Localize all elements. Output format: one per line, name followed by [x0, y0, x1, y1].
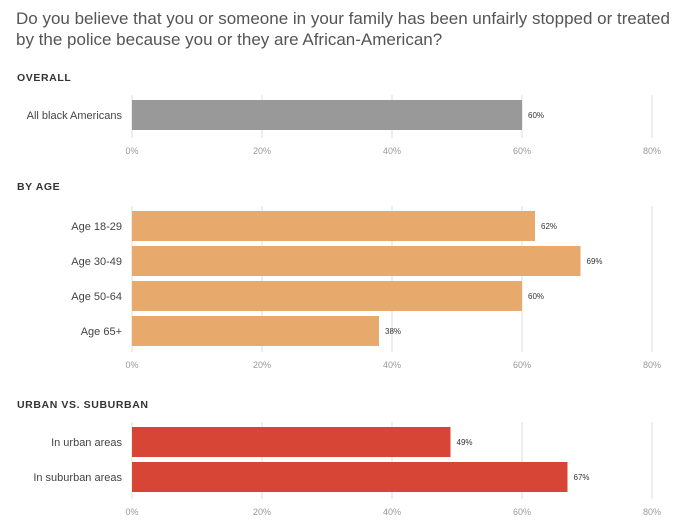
bar: [132, 316, 379, 346]
data-label: 62%: [541, 222, 557, 231]
category-label: All black Americans: [27, 110, 123, 122]
section-heading-by-age: BY AGE: [17, 181, 61, 193]
data-label: 49%: [457, 438, 473, 447]
section-heading-overall: OVERALL: [17, 72, 72, 84]
data-label: 69%: [587, 257, 603, 266]
data-label: 60%: [528, 111, 544, 120]
bar: [132, 427, 451, 457]
bar: [132, 281, 522, 311]
x-tick-label: 60%: [513, 146, 531, 156]
bar: [132, 211, 535, 241]
bar: [132, 246, 581, 276]
x-tick-label: 80%: [643, 507, 661, 517]
x-tick-label: 20%: [253, 360, 271, 370]
category-label: Age 65+: [81, 326, 122, 338]
x-tick-label: 80%: [643, 360, 661, 370]
x-tick-label: 40%: [383, 360, 401, 370]
x-tick-label: 60%: [513, 507, 531, 517]
data-label: 38%: [385, 327, 401, 336]
x-tick-label: 0%: [125, 360, 138, 370]
data-label: 60%: [528, 292, 544, 301]
category-label: Age 30-49: [71, 256, 122, 268]
x-tick-label: 20%: [253, 507, 271, 517]
x-tick-label: 0%: [125, 507, 138, 517]
x-tick-label: 0%: [125, 146, 138, 156]
bar: [132, 462, 568, 492]
category-label: Age 50-64: [71, 291, 122, 303]
category-label: Age 18-29: [71, 221, 122, 233]
x-tick-label: 40%: [383, 507, 401, 517]
x-tick-label: 40%: [383, 146, 401, 156]
section-heading-urban-suburban: URBAN VS. SUBURBAN: [17, 399, 149, 411]
x-tick-label: 60%: [513, 360, 531, 370]
bar: [132, 100, 522, 130]
x-tick-label: 80%: [643, 146, 661, 156]
chart-title: Do you believe that you or someone in yo…: [16, 9, 670, 49]
category-label: In suburban areas: [33, 472, 122, 484]
data-label: 67%: [574, 473, 590, 482]
x-tick-label: 20%: [253, 146, 271, 156]
category-label: In urban areas: [51, 437, 122, 449]
